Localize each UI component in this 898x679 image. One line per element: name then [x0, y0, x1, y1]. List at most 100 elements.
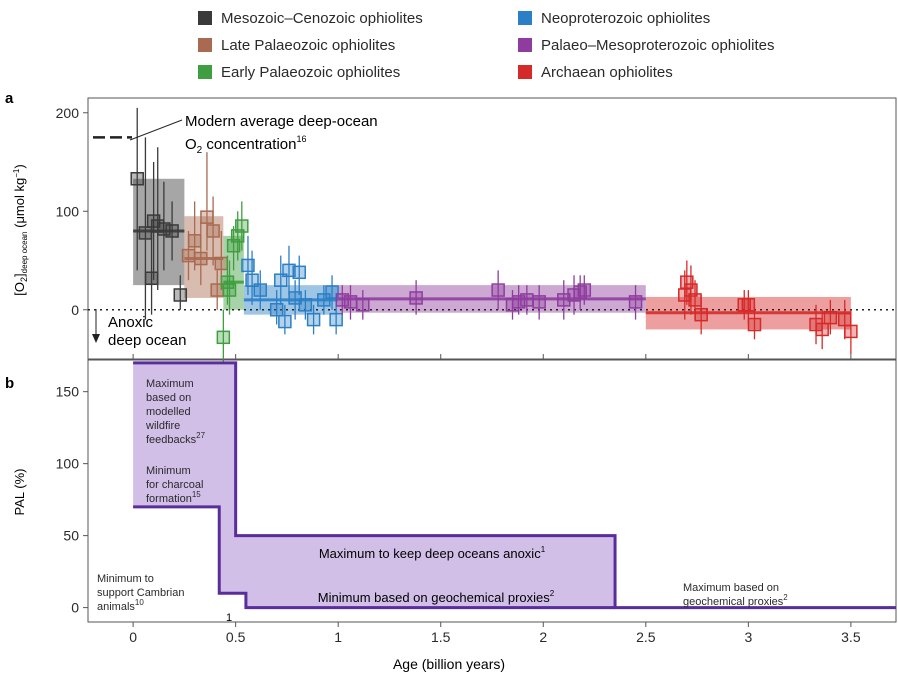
- modern-o: O: [185, 136, 197, 153]
- legend-swatch-4: [198, 65, 212, 79]
- min-charcoal-l2: for charcoal: [146, 479, 203, 491]
- x-tick-label-3: 1.5: [431, 629, 451, 645]
- max-wildfire-l5-text: feedbacks: [146, 434, 197, 446]
- point-s4-p8: [532, 295, 546, 309]
- panel-b-plot: 0 50 100 150 0 0.5 1 1.5 2 2.5 3 3.5: [56, 361, 896, 645]
- max-wildfire-l3: modelled: [146, 406, 191, 418]
- min-cambrian-l3: animals10: [97, 598, 144, 613]
- panel-label-b: b: [5, 375, 14, 392]
- point-s1-p1: [187, 234, 202, 248]
- point-s4-p3: [409, 291, 423, 305]
- annotation-min-charcoal: Minimum for charcoal formation15: [146, 465, 203, 505]
- point-s3-p6: [282, 263, 296, 278]
- point-s1-p4: [206, 224, 220, 238]
- max-wildfire-l4: wildfire: [145, 420, 180, 432]
- min-cambrian-l1: Minimum to: [97, 573, 154, 585]
- ylabel-units: (μmol kg: [12, 178, 27, 232]
- max-geochem-ref: 2: [783, 593, 788, 602]
- point-s0-p6: [165, 224, 179, 238]
- point-s2-p3: [226, 238, 241, 253]
- point-s2-p5: [235, 219, 249, 233]
- max-geochem-l2-text: geochemical proxies: [683, 596, 784, 608]
- point-s5-p11: [837, 312, 852, 327]
- point-s5-p4: [694, 307, 708, 322]
- panel-a-plot: 0 100 200: [56, 105, 896, 364]
- min-geochem-ref: 2: [550, 589, 555, 598]
- max-anoxic-text: Maximum to keep deep oceans anoxic: [319, 546, 541, 561]
- point-s2-p1: [220, 275, 235, 289]
- max-anoxic-ref: 1: [541, 545, 546, 554]
- pal-envelope-fill: [133, 362, 616, 608]
- point-s3-p7: [288, 291, 302, 305]
- legend-label-4: Early Palaeozoic ophiolites: [221, 64, 400, 81]
- point-s3-p10: [306, 312, 321, 327]
- point-s1-p6: [214, 256, 229, 271]
- anoxic-arrow-head: [92, 334, 100, 343]
- point-s3-p5: [278, 314, 292, 329]
- point-s3-p8: [292, 265, 306, 280]
- max-wildfire-l1: Maximum: [146, 378, 194, 390]
- point-s1-p0: [181, 248, 196, 263]
- ylabel-bracket: ]: [12, 273, 27, 277]
- panel-b-ytick-label-1: 50: [63, 528, 79, 544]
- point-s5-p9: [815, 322, 829, 337]
- min-charcoal-ref: 15: [192, 490, 201, 499]
- point-s0-p3: [146, 214, 161, 228]
- panel-b-ylabel: PAL (%): [12, 469, 27, 516]
- point-s3-p13: [329, 312, 343, 327]
- legend-swatch-5: [518, 65, 532, 79]
- x-tick-label-0: 0: [129, 629, 137, 645]
- min-geochem-text: Minimum based on geochemical proxies: [318, 590, 550, 605]
- min-charcoal-l1: Minimum: [146, 465, 191, 477]
- legend-swatch-1: [518, 11, 532, 25]
- point-s3-p3: [269, 303, 284, 317]
- max-wildfire-ref: 27: [196, 431, 205, 440]
- point-s4-p2: [356, 298, 370, 312]
- point-s4-p6: [511, 295, 526, 309]
- ylabel-units-sup: −1: [12, 168, 21, 178]
- point-s3-p9: [298, 298, 313, 312]
- point-s5-p1: [680, 275, 694, 289]
- min-cambrian-l3-text: animals: [97, 601, 135, 613]
- point-s0-p2: [144, 271, 159, 285]
- x-tick-label-5: 2.5: [636, 629, 656, 645]
- x-axis-label: Age (billion years): [393, 656, 505, 672]
- annotation-max-anoxic: Maximum to keep deep oceans anoxic1: [319, 545, 546, 561]
- band-2: [223, 235, 244, 310]
- point-s4-p12: [577, 283, 592, 297]
- panel-b-frame: [87, 359, 897, 623]
- legend-swatch-0: [198, 11, 212, 25]
- annotation-modern-line2: O2 concentration16: [185, 134, 306, 156]
- panel-b-ytick-label-0: 0: [71, 600, 79, 616]
- max-geochem-l2: geochemical proxies2: [683, 593, 788, 608]
- x-tick-label-7: 3.5: [841, 629, 861, 645]
- pal-maximum-line: [133, 361, 896, 610]
- point-s0-p5: [157, 222, 171, 236]
- point-s3-p12: [325, 285, 339, 299]
- x-tick-label-6: 3: [744, 629, 752, 645]
- point-s5-p2: [684, 283, 698, 297]
- point-s2-p4: [230, 229, 245, 243]
- max-geochem-l1: Maximum based on: [683, 582, 779, 594]
- point-s4-p0: [335, 293, 350, 307]
- panel-b-ytick-label-2: 100: [56, 456, 80, 472]
- panel-label-a: a: [5, 90, 14, 107]
- legend-label-3: Palaeo–Mesoproterozoic ophiolites: [541, 37, 774, 54]
- annotation-max-geochem: Maximum based on geochemical proxies2: [683, 582, 788, 608]
- ylabel-main: [O: [12, 282, 27, 296]
- modern-ref: 16: [296, 134, 306, 144]
- annotation-modern-line1: Modern average deep-ocean: [185, 113, 378, 130]
- point-s1-p2: [194, 251, 208, 266]
- legend-swatch-3: [518, 38, 532, 52]
- ylabel-sub-2: 2: [19, 277, 29, 282]
- x-tick-label-4: 2: [539, 629, 547, 645]
- point-s4-p9: [557, 293, 571, 307]
- annotation-anoxic-line1: Anoxic: [108, 314, 154, 331]
- point-s2-p0: [216, 330, 231, 345]
- panel-a-frame: [87, 97, 897, 360]
- annotation-anoxic-line2: deep ocean: [108, 332, 186, 349]
- annotation-min-cambrian: Minimum to support Cambrian animals10: [97, 573, 184, 613]
- max-wildfire-l5: feedbacks27: [146, 431, 206, 446]
- panel-a-ytick-label-2: 200: [56, 105, 80, 121]
